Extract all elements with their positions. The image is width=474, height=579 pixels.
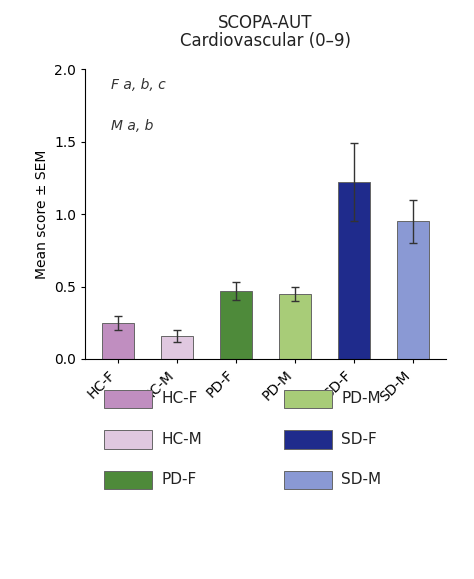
- Bar: [220, 291, 252, 359]
- Text: HC-M: HC-M: [161, 432, 202, 447]
- Text: SD-F: SD-F: [341, 432, 377, 447]
- Text: SD-M: SD-M: [341, 472, 382, 488]
- Text: SCOPA-AUT: SCOPA-AUT: [218, 14, 313, 32]
- Text: PD-F: PD-F: [161, 472, 196, 488]
- Text: PD-M: PD-M: [341, 391, 381, 406]
- Bar: [279, 294, 311, 359]
- Y-axis label: Mean score ± SEM: Mean score ± SEM: [35, 149, 49, 279]
- Bar: [397, 221, 429, 359]
- Text: Cardiovascular (0–9): Cardiovascular (0–9): [180, 32, 351, 50]
- Text: F a, b, c: F a, b, c: [110, 78, 165, 92]
- Text: M a, b: M a, b: [110, 119, 153, 133]
- Bar: [102, 323, 134, 359]
- Bar: [337, 182, 370, 359]
- Text: HC-F: HC-F: [161, 391, 198, 406]
- Bar: [161, 336, 193, 359]
